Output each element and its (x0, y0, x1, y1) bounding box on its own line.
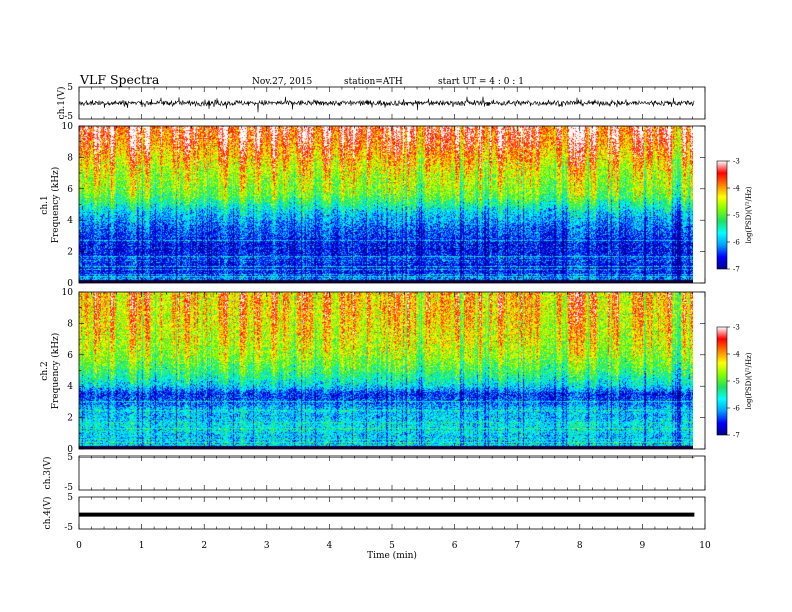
colorbar-tick-label: -3 (733, 158, 740, 166)
time-tick-label: 9 (640, 541, 646, 551)
ch4-xticks (78, 497, 706, 529)
colorbar-tick-label: -5 (733, 212, 740, 220)
ch2-spectrogram-channel-label: ch.2 (40, 361, 50, 380)
colorbar-tick-label: -4 (733, 185, 740, 193)
ch1-trace (78, 96, 695, 113)
time-axis-tick-labels: 0 1 2 3 4 5 6 7 8 9 10 (76, 541, 711, 551)
colorbar-tick-label: -6 (733, 405, 740, 413)
ch1-spectrogram-ylabel: Frequency (kHz) (50, 167, 61, 244)
ch1-spectrogram-channel-label: ch.1 (40, 195, 50, 214)
ch1-colorbar (716, 160, 728, 270)
colorbar-tick-label: -7 (733, 432, 740, 440)
ch3-ytick-top: 5 (67, 453, 73, 463)
time-tick-label: 3 (264, 541, 270, 551)
ch1-xticks (78, 87, 706, 119)
time-tick-label: 1 (139, 541, 145, 551)
ch3-ytick-bottom: -5 (64, 483, 73, 493)
freq-tick-label: 2 (67, 414, 73, 424)
ch1-waveform-panel: 5 -5 ch.1(V) (56, 83, 706, 122)
figure-title: VLF Spectra (79, 72, 160, 87)
time-tick-label: 4 (327, 541, 333, 551)
time-tick-label: 10 (699, 541, 711, 551)
freq-tick-label: 6 (67, 351, 73, 361)
time-tick-label: 7 (514, 541, 520, 551)
ch1-freq-ticks: 0 2 4 6 8 10 (62, 122, 705, 289)
ch1-spectrogram-xticks (78, 126, 706, 283)
colorbar-tick-label: -3 (733, 324, 740, 332)
ch3-xticks (78, 456, 706, 490)
ch1-colorbar-ticks: -3 -4 -5 -6 -7 (727, 158, 740, 274)
freq-tick-label: 10 (62, 122, 74, 132)
freq-tick-label: 4 (67, 382, 73, 392)
colorbar-tick-label: -5 (733, 378, 740, 386)
freq-tick-label: 6 (67, 185, 73, 195)
date-label: Nov.27, 2015 (252, 77, 313, 87)
time-tick-label: 8 (577, 541, 583, 551)
time-tick-label: 0 (76, 541, 82, 551)
ch2-colorbar-label: log(PSD)(V²/Hz) (745, 352, 753, 409)
ch2-spectrogram-ylabel: Frequency (kHz) (50, 333, 61, 410)
ch4-ytick-top: 5 (67, 493, 73, 503)
time-tick-label: 2 (201, 541, 207, 551)
ch1-colorbar-label: log(PSD)(V²/Hz) (745, 186, 753, 243)
ch1-ytick-bottom: -5 (64, 112, 73, 122)
start-time-label: start UT = 4 : 0 : 1 (438, 77, 524, 87)
ch2-spectrogram-xticks (78, 292, 706, 449)
ch1-ytick-top: 5 (67, 83, 73, 93)
time-tick-label: 6 (452, 541, 458, 551)
ch3-frame (78, 455, 706, 491)
freq-tick-label: 8 (67, 153, 73, 163)
freq-tick-label: 0 (67, 445, 73, 455)
ch3-ylabel: ch.3(V) (42, 457, 53, 490)
ch4-ytick-bottom: -5 (64, 523, 73, 533)
ch4-ylabel: ch.4(V) (42, 497, 53, 530)
time-axis-label: Time (min) (367, 550, 417, 561)
ch4-waveform-panel: 5 -5 ch.4(V) (42, 493, 706, 533)
freq-tick-label: 0 (67, 279, 73, 289)
ch3-waveform-panel: 5 -5 ch.3(V) (42, 453, 706, 493)
ch1-spectrogram-image (79, 126, 693, 283)
time-tick-label: 5 (389, 541, 395, 551)
ch1-ylabel: ch.1(V) (56, 87, 67, 120)
station-label: station=ATH (344, 77, 403, 87)
ch2-spectrogram-image (79, 292, 693, 449)
ch2-colorbar (716, 326, 728, 436)
freq-tick-label: 4 (67, 216, 73, 226)
freq-tick-label: 2 (67, 248, 73, 258)
colorbar-tick-label: -7 (733, 266, 740, 274)
freq-tick-label: 8 (67, 319, 73, 329)
ch2-colorbar-ticks: -3 -4 -5 -6 -7 (727, 324, 740, 440)
colorbar-tick-label: -6 (733, 239, 740, 247)
freq-tick-label: 10 (62, 288, 74, 298)
colorbar-tick-label: -4 (733, 351, 740, 359)
ch2-freq-ticks: 0 2 4 6 8 10 (62, 288, 705, 455)
